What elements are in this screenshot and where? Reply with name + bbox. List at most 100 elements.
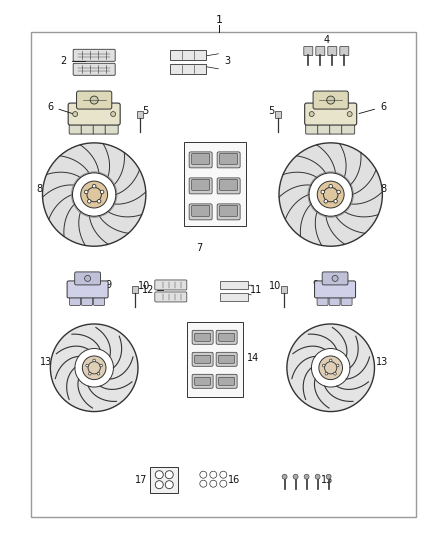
Text: 15: 15 [321, 475, 334, 484]
Text: 9: 9 [312, 280, 318, 289]
Polygon shape [279, 143, 382, 246]
FancyBboxPatch shape [191, 205, 210, 216]
Circle shape [321, 190, 325, 193]
FancyBboxPatch shape [216, 352, 237, 366]
Circle shape [220, 480, 227, 487]
Circle shape [325, 373, 328, 375]
FancyBboxPatch shape [317, 295, 328, 305]
Circle shape [326, 474, 331, 479]
FancyBboxPatch shape [329, 295, 340, 305]
Circle shape [100, 190, 104, 193]
Text: 13: 13 [376, 358, 388, 367]
Polygon shape [319, 356, 343, 379]
Circle shape [111, 111, 116, 117]
Circle shape [322, 364, 325, 367]
Text: 13: 13 [40, 358, 52, 367]
Circle shape [210, 471, 217, 478]
Bar [150, 467, 178, 492]
Text: 3: 3 [225, 56, 231, 66]
Circle shape [334, 199, 337, 203]
Circle shape [347, 111, 352, 117]
Bar [137, 111, 143, 118]
Circle shape [334, 373, 336, 375]
FancyBboxPatch shape [330, 122, 343, 134]
Circle shape [90, 96, 98, 104]
Text: ✓: ✓ [240, 157, 246, 163]
Polygon shape [317, 181, 344, 208]
Bar [187, 322, 243, 397]
FancyBboxPatch shape [105, 122, 118, 134]
FancyBboxPatch shape [328, 46, 337, 55]
Circle shape [293, 474, 298, 479]
FancyBboxPatch shape [318, 122, 331, 134]
Circle shape [93, 359, 95, 362]
FancyBboxPatch shape [219, 205, 238, 216]
Circle shape [73, 111, 78, 117]
Text: 6: 6 [47, 102, 53, 111]
Circle shape [329, 184, 332, 188]
FancyBboxPatch shape [219, 180, 238, 190]
FancyBboxPatch shape [191, 180, 210, 190]
Circle shape [200, 471, 207, 478]
FancyBboxPatch shape [191, 154, 210, 164]
Circle shape [92, 184, 96, 188]
Circle shape [85, 276, 91, 281]
Bar [184, 142, 246, 226]
Text: 8: 8 [380, 184, 386, 194]
Circle shape [282, 474, 287, 479]
FancyBboxPatch shape [217, 152, 240, 168]
Polygon shape [50, 324, 138, 411]
Circle shape [210, 480, 217, 487]
FancyBboxPatch shape [73, 49, 115, 61]
FancyBboxPatch shape [192, 352, 213, 366]
Circle shape [155, 481, 163, 489]
Circle shape [97, 373, 100, 375]
Circle shape [309, 111, 314, 117]
FancyBboxPatch shape [189, 204, 212, 220]
FancyBboxPatch shape [77, 91, 112, 109]
Circle shape [304, 474, 309, 479]
Text: \: \ [237, 378, 240, 384]
Circle shape [337, 190, 340, 193]
Bar [275, 111, 281, 118]
Circle shape [324, 199, 328, 203]
FancyBboxPatch shape [219, 154, 238, 164]
FancyBboxPatch shape [69, 122, 82, 134]
Circle shape [86, 364, 88, 367]
Polygon shape [287, 324, 374, 411]
Circle shape [100, 364, 102, 367]
Circle shape [88, 199, 91, 203]
FancyBboxPatch shape [192, 374, 213, 388]
Text: 10: 10 [269, 281, 281, 291]
Text: 14: 14 [247, 353, 259, 363]
Text: ○: ○ [240, 183, 246, 189]
Text: \: \ [241, 209, 244, 215]
Bar [132, 286, 138, 293]
FancyBboxPatch shape [81, 295, 92, 305]
Text: 10: 10 [138, 281, 150, 291]
Text: |: | [237, 334, 240, 341]
Text: 8: 8 [36, 184, 42, 194]
Text: 9: 9 [105, 280, 111, 289]
Text: 7: 7 [196, 243, 202, 253]
FancyBboxPatch shape [313, 91, 348, 109]
FancyBboxPatch shape [73, 63, 115, 75]
Bar [220, 281, 248, 289]
Bar [31, 32, 416, 517]
FancyBboxPatch shape [217, 204, 240, 220]
Text: 5: 5 [142, 107, 148, 116]
Text: 11: 11 [250, 285, 262, 295]
FancyBboxPatch shape [94, 295, 105, 305]
Bar [281, 286, 287, 293]
FancyBboxPatch shape [305, 103, 357, 125]
Bar [170, 50, 206, 60]
FancyBboxPatch shape [194, 356, 211, 364]
Bar [170, 64, 206, 74]
Circle shape [220, 471, 227, 478]
FancyBboxPatch shape [194, 377, 211, 385]
Circle shape [155, 471, 163, 479]
Circle shape [329, 359, 332, 362]
FancyBboxPatch shape [75, 272, 100, 285]
FancyBboxPatch shape [341, 295, 352, 305]
Circle shape [85, 190, 88, 193]
